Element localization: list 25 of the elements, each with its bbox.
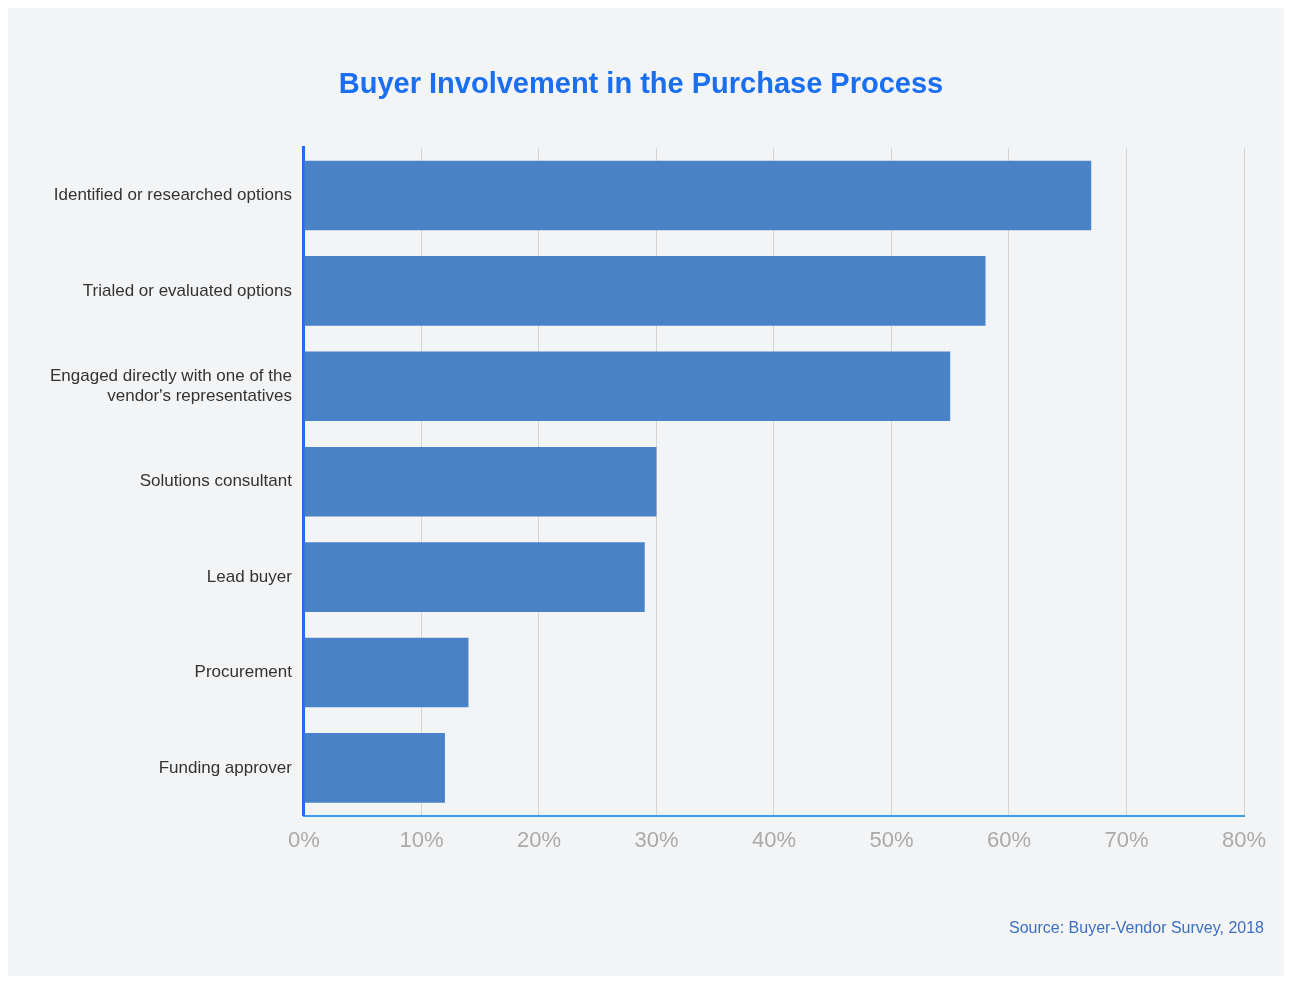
y-tick-label: Engaged directly with one of the vendor's representatives [50,365,292,406]
x-tick-label: 20% [516,826,561,852]
y-tick-label: Trialed or evaluated options [82,280,292,300]
bar [304,351,951,422]
x-tick-label: 40% [751,826,796,852]
y-tick-label: Identified or researched options [53,185,292,205]
y-tick-label: Procurement [194,662,293,682]
bar [304,160,1092,231]
x-tick-label: 80% [1221,826,1267,852]
x-tick-label: 10% [399,826,444,852]
x-tick-label: 60% [986,826,1032,852]
x-tick-label: 0% [288,826,320,852]
bar [304,637,469,708]
y-tick-label: Funding approver [158,757,293,777]
y-tick-label: Solutions consultant [139,471,293,491]
x-tick-label: 30% [634,826,679,852]
x-tick-label: 50% [869,826,914,852]
y-tick-label: Lead buyer [206,566,293,586]
x-tick-label: 70% [1104,826,1149,852]
source-note: Source: Buyer-Vendor Survey, 2018 [1009,919,1265,936]
bar [304,256,986,326]
bar [304,542,645,612]
bar [304,733,445,803]
bar [304,446,657,517]
chart-title: Buyer Involvement in the Purchase Process [338,67,944,100]
